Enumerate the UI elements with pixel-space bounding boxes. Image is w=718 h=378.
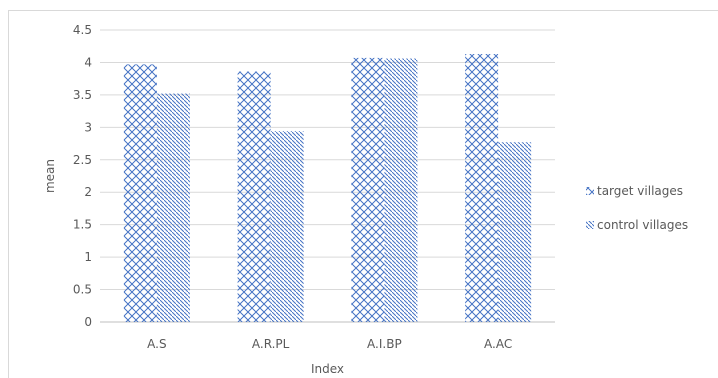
y-tick-label: 3	[84, 120, 92, 134]
y-tick-label: 2.5	[73, 153, 92, 167]
x-tick-label: A.I.BP	[367, 337, 402, 351]
chart-border-top	[8, 10, 718, 11]
legend-label: control villages	[597, 218, 688, 232]
y-tick-label: 2	[84, 185, 92, 199]
x-tick-label: A.S	[147, 337, 166, 351]
x-tick-label: A.R.PL	[252, 337, 290, 351]
y-axis-title: mean	[43, 159, 57, 193]
bar-control-villages-A.R.PL	[270, 131, 304, 322]
x-tick-labels: A.S A.R.PL A.I.BP A.AC	[147, 337, 512, 351]
y-tick-label: 4	[84, 55, 92, 69]
y-tick-label: 1	[84, 250, 92, 264]
y-tick-labels: 0 0.5 1 1.5 2 2.5 3 3.5 4 4.5	[73, 23, 92, 329]
y-tick-label: 1.5	[73, 218, 92, 232]
legend-swatch	[586, 221, 594, 229]
bar-target-villages-A.I.BP	[351, 57, 385, 322]
legend-swatch	[586, 187, 594, 195]
chart-border-left	[8, 10, 9, 378]
x-tick-label: A.AC	[484, 337, 512, 351]
bar-target-villages-A.AC	[465, 54, 499, 323]
legend: target villages control villages	[586, 184, 688, 232]
legend-label: target villages	[597, 184, 683, 198]
y-tick-label: 3.5	[73, 88, 92, 102]
y-tick-label: 4.5	[73, 23, 92, 37]
bar-target-villages-A.R.PL	[237, 71, 271, 322]
y-tick-label: 0	[84, 315, 92, 329]
bar-control-villages-A.I.BP	[384, 58, 418, 322]
bar-control-villages-A.AC	[498, 142, 532, 322]
bar-target-villages-A.S	[123, 64, 157, 322]
bars	[123, 54, 532, 323]
y-tick-label: 0.5	[73, 283, 92, 297]
bar-control-villages-A.S	[156, 93, 190, 322]
x-axis-title: Index	[311, 362, 344, 376]
